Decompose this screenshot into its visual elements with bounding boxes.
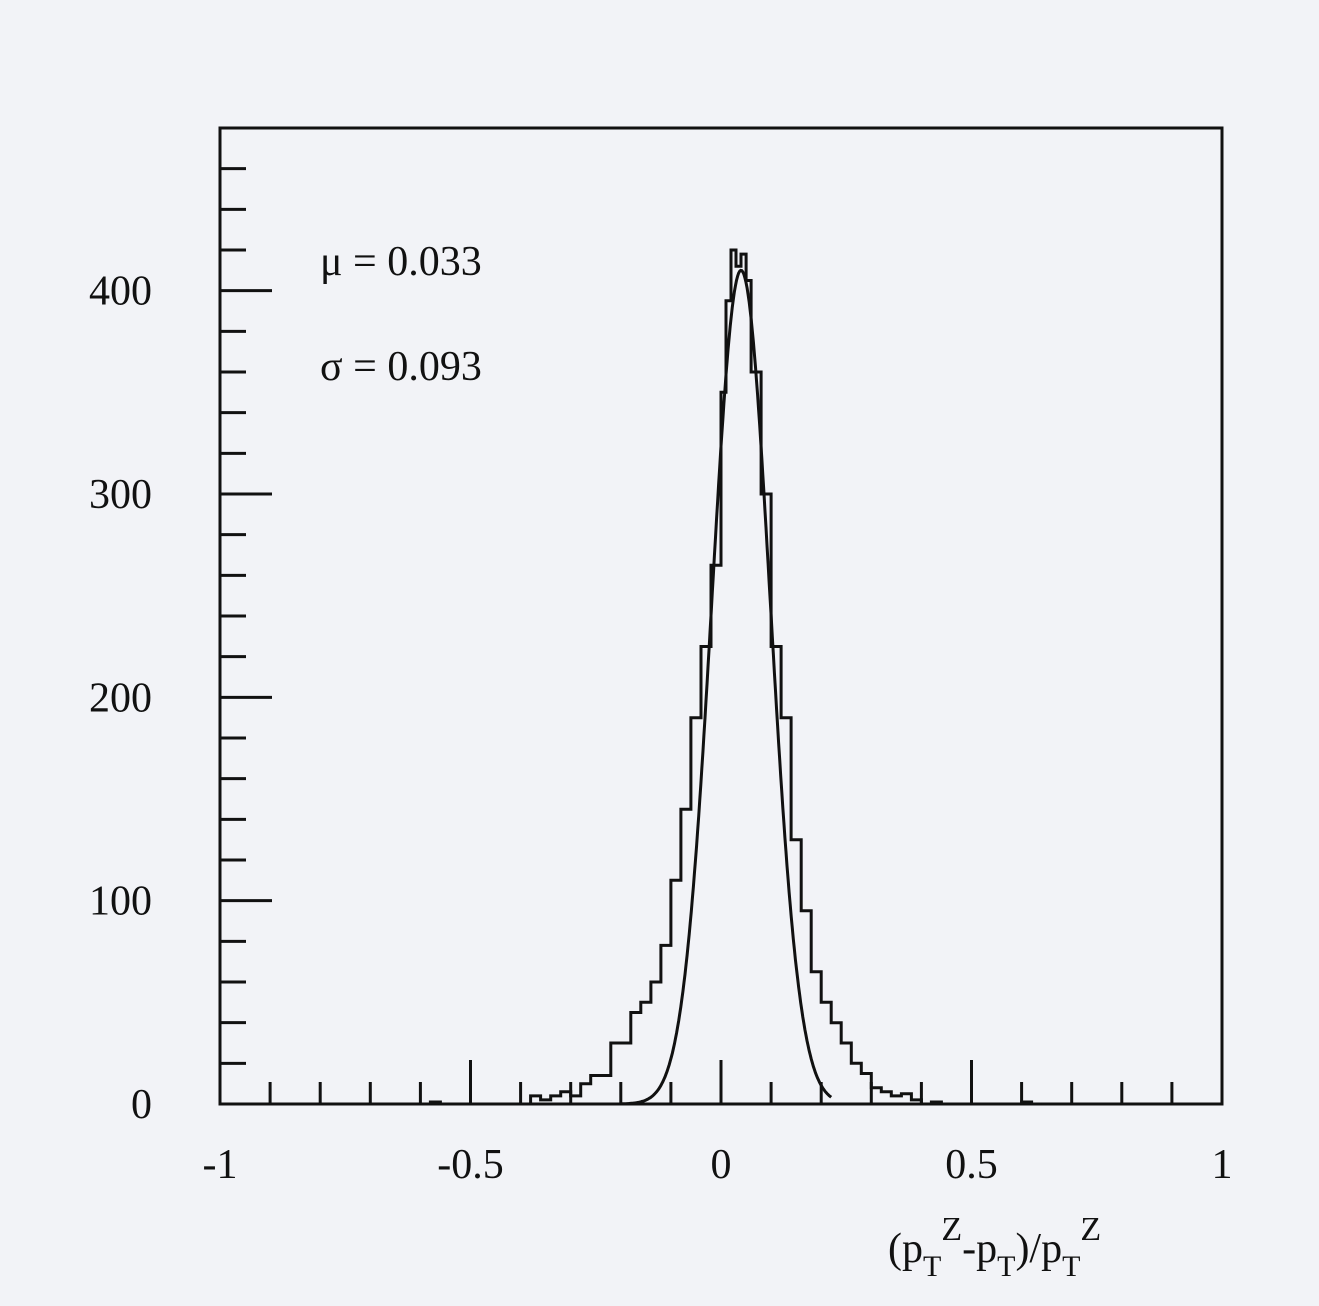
x-axis-label-part-6: T (1062, 1250, 1080, 1283)
x-axis-label-part-2: Z (941, 1211, 962, 1248)
y-tick-label: 0 (131, 1082, 152, 1128)
histogram-series (420, 248, 1042, 1106)
annotations: μ = 0.033 σ = 0.093 (320, 239, 482, 390)
x-tick-label: 0.5 (945, 1142, 998, 1188)
y-tick-label: 200 (89, 675, 152, 721)
plot-area: 0 100 200 300 400 -1 -0.5 0 0.5 1 (89, 126, 1233, 1188)
x-axis-label-part-7: Z (1080, 1211, 1101, 1248)
x-axis-label-part-3: -p (962, 1226, 997, 1272)
y-tick-label: 400 (89, 269, 152, 315)
x-axis-label: (pTZ-pT)/pTZ (888, 1211, 1101, 1283)
x-axis-label-part-0: (p (888, 1226, 923, 1272)
y-tick-label: 100 (89, 879, 152, 925)
x-tick-label: 0 (711, 1142, 732, 1188)
x-axis-label-part-5: )/p (1015, 1226, 1062, 1272)
x-tick-label: 1 (1212, 1142, 1233, 1188)
sigma-annotation: σ = 0.093 (320, 344, 482, 390)
x-axis-label-part-4: T (997, 1250, 1015, 1283)
mu-annotation: μ = 0.033 (320, 239, 482, 285)
gaussian-fit-curve (620, 268, 833, 1106)
y-tick-label: 300 (89, 472, 152, 518)
x-tick-label: -0.5 (437, 1142, 504, 1188)
x-axis-label-part-1: T (923, 1250, 941, 1283)
x-tick-label: -1 (203, 1142, 238, 1188)
